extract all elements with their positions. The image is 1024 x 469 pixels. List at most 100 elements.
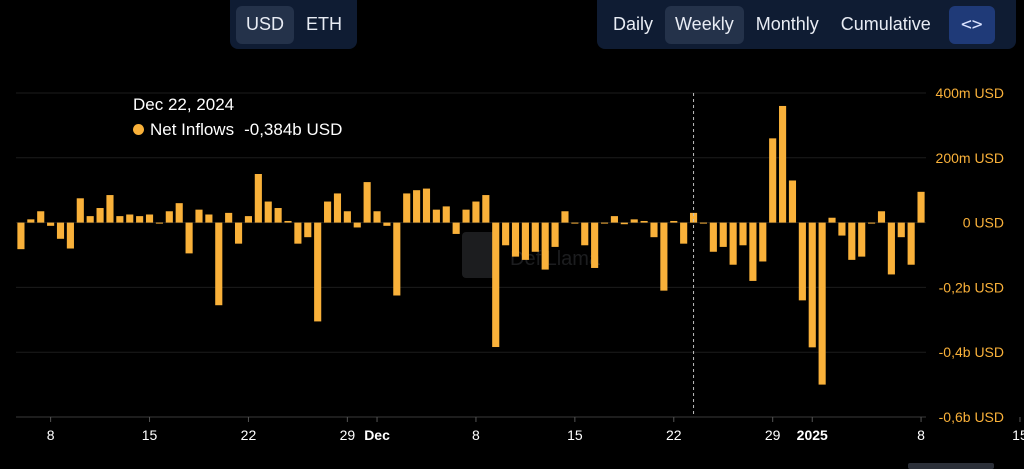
- bar: [818, 222, 826, 385]
- bar: [779, 105, 787, 223]
- bar: [848, 222, 856, 260]
- bar: [640, 220, 648, 223]
- x-tick-label: 8: [47, 427, 55, 443]
- bar: [244, 216, 252, 223]
- bar: [47, 222, 55, 226]
- bar: [175, 203, 183, 223]
- bar: [462, 209, 470, 223]
- weekly-toggle-button[interactable]: Weekly: [665, 5, 744, 44]
- bar: [106, 195, 114, 223]
- bar: [472, 201, 480, 223]
- bar: [145, 214, 154, 223]
- bar: [17, 222, 25, 250]
- bar: [858, 222, 866, 257]
- bar: [324, 201, 332, 223]
- bar: [155, 222, 163, 224]
- bar: [76, 198, 84, 223]
- x-tick-label: 8: [472, 427, 480, 443]
- bar: [136, 216, 144, 223]
- bar: [511, 222, 520, 257]
- x-axis: 8152229Dec815222920258152229Feb: [47, 417, 1024, 443]
- bar: [482, 195, 490, 223]
- bar: [887, 222, 895, 275]
- bar: [27, 219, 35, 223]
- bar: [917, 191, 925, 223]
- bar: [739, 222, 747, 246]
- y-tick-label: -0,4b USD: [939, 344, 1004, 360]
- bar: [383, 222, 391, 226]
- eth-toggle-button[interactable]: ETH: [306, 14, 343, 34]
- bar: [600, 222, 609, 224]
- bar: [660, 222, 668, 291]
- bar: [116, 216, 124, 223]
- currency-toggle-group: USD ETH: [230, 0, 357, 49]
- code-brackets-icon: <>: [960, 14, 983, 35]
- bar: [333, 193, 342, 223]
- usd-toggle-button[interactable]: USD: [236, 5, 295, 44]
- bar: [264, 201, 272, 223]
- bar: [165, 211, 173, 223]
- defillama-watermark: DefiLlama: [462, 232, 601, 278]
- period-toggle-group: Daily Weekly Monthly Cumulative <>: [597, 0, 1016, 49]
- y-tick-label: 400m USD: [936, 85, 1004, 101]
- bar: [670, 220, 678, 223]
- series-color-dot: [133, 124, 144, 136]
- bar: [353, 222, 361, 228]
- x-tick-label: 15: [567, 427, 583, 443]
- bar: [393, 222, 401, 296]
- bar: [541, 222, 549, 270]
- y-axis: 400m USD 200m USD 0 USD -0,2b USD -0,4b USD -…: [936, 85, 1004, 425]
- bar: [254, 174, 262, 223]
- chart-tooltip: Dec 22, 2024 Net Inflows -0,384b USD: [133, 92, 342, 142]
- x-tick-label: 22: [666, 427, 682, 443]
- bar: [689, 212, 698, 223]
- bar: [808, 222, 816, 348]
- bar: [709, 222, 717, 252]
- bar: [798, 222, 806, 301]
- cumulative-toggle-button[interactable]: Cumulative: [840, 14, 931, 34]
- bar: [907, 222, 915, 265]
- bar: [680, 222, 688, 244]
- bar: [37, 211, 45, 223]
- y-tick-label: 200m USD: [936, 150, 1004, 166]
- horizontal-scrollbar[interactable]: [908, 463, 994, 469]
- bar: [215, 222, 223, 306]
- bar: [699, 222, 707, 224]
- bar: [86, 216, 94, 223]
- x-tick-label: 22: [241, 427, 257, 443]
- bar: [403, 193, 411, 223]
- bar: [630, 219, 638, 223]
- bar: [502, 222, 510, 246]
- bar: [274, 208, 282, 223]
- bar: [205, 214, 213, 223]
- bar: [729, 222, 737, 265]
- bar: [304, 222, 312, 238]
- tooltip-series-label: Net Inflows: [150, 120, 235, 139]
- x-tick-label: 15: [142, 427, 158, 443]
- bar: [610, 216, 618, 223]
- bar: [363, 182, 371, 223]
- bar: [343, 211, 351, 223]
- bar: [432, 209, 440, 223]
- bar: [581, 222, 589, 246]
- tooltip-date: Dec 22, 2024: [133, 95, 235, 114]
- bar: [561, 211, 569, 223]
- tooltip-series-row: Net Inflows -0,384b USD: [133, 117, 342, 142]
- bar: [521, 222, 529, 260]
- embed-button[interactable]: <>: [948, 5, 995, 44]
- monthly-toggle-button[interactable]: Monthly: [755, 14, 819, 34]
- bar: [749, 222, 757, 281]
- bar: [422, 188, 431, 223]
- bar: [650, 222, 658, 238]
- x-tick-label: 29: [340, 427, 356, 443]
- bar: [788, 180, 797, 223]
- x-tick-label: 2025: [797, 427, 828, 443]
- chart-bars: [17, 105, 925, 385]
- bar: [225, 212, 233, 223]
- y-tick-label: 0 USD: [963, 215, 1004, 231]
- bar: [531, 222, 539, 252]
- daily-toggle-button[interactable]: Daily: [613, 14, 654, 34]
- bar: [571, 222, 579, 224]
- bar: [126, 214, 134, 223]
